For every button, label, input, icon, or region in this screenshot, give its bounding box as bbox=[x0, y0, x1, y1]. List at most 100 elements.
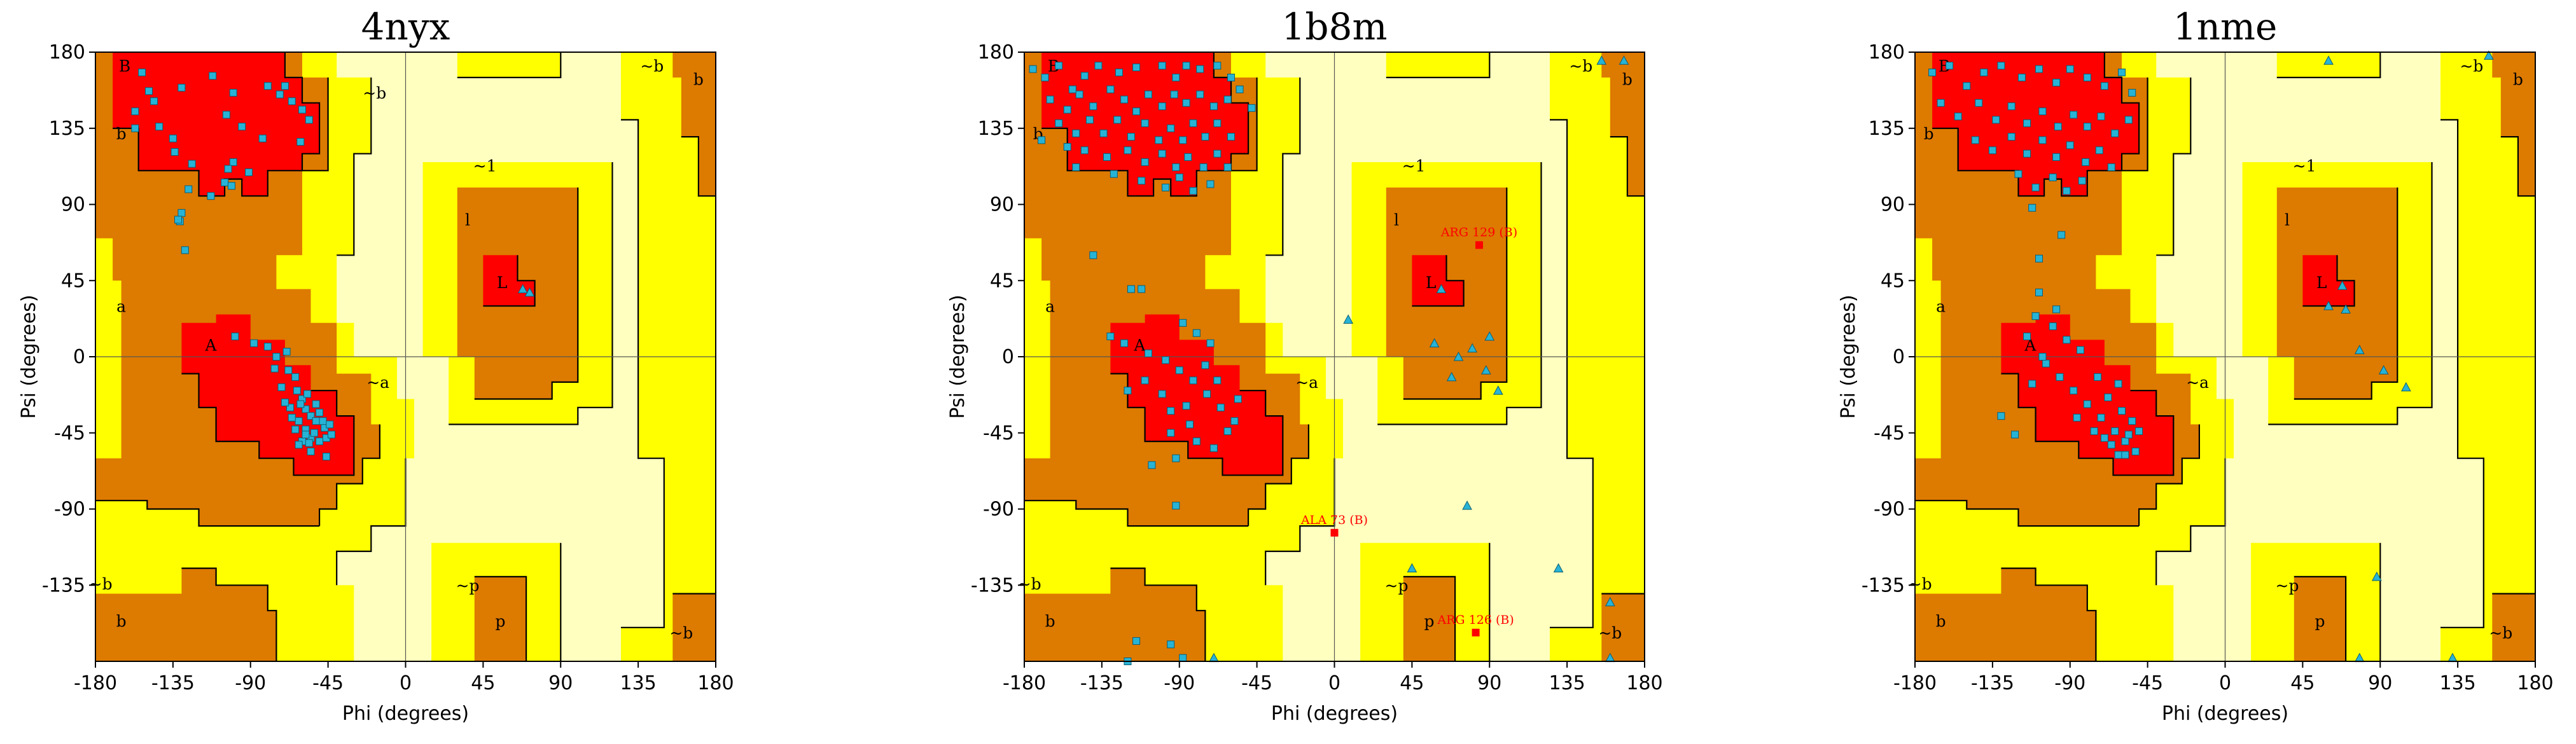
residue-point bbox=[277, 383, 286, 391]
residue-point bbox=[307, 412, 315, 420]
region-label: ~a bbox=[2186, 373, 2209, 392]
x-tick-label: -135 bbox=[1971, 672, 2014, 694]
residue-point bbox=[2118, 68, 2126, 76]
y-tick-label: 135 bbox=[49, 118, 85, 140]
residue-point bbox=[1089, 251, 1097, 259]
region-label: A bbox=[2024, 336, 2036, 355]
outlier-label: ARG 126 (B) bbox=[1437, 613, 1514, 627]
residue-point bbox=[2107, 441, 2115, 449]
residue-point bbox=[1113, 116, 1122, 124]
residue-point bbox=[291, 373, 300, 381]
residue-point bbox=[2124, 431, 2133, 439]
region-edge-12 bbox=[474, 575, 527, 661]
residue-point bbox=[1175, 366, 1183, 375]
y-tick-label: 135 bbox=[978, 118, 1014, 140]
residue-point bbox=[1209, 444, 1218, 452]
chart-panel-1: Bb ~b ~b b ~1 l La A ~a ~b b ~p p ~b -180 -135 -90 -45 0 45… bbox=[18, 5, 734, 725]
allowed-region-5 bbox=[474, 576, 527, 661]
residue-point bbox=[2054, 123, 2062, 131]
y-tick-label: 0 bbox=[1893, 346, 1905, 368]
residue-point bbox=[1213, 149, 1222, 158]
residue-point bbox=[1223, 427, 1232, 436]
allowed-region-6 bbox=[2492, 593, 2535, 661]
glycine-point bbox=[2323, 301, 2334, 310]
residue-point bbox=[2128, 417, 2136, 425]
residue-point bbox=[1179, 136, 1187, 144]
region-edge-14 bbox=[2276, 52, 2381, 79]
y-axis-label: Psi (degrees) bbox=[947, 294, 969, 418]
residue-point bbox=[1946, 62, 1954, 70]
residue-point bbox=[1158, 102, 1166, 111]
residue-point bbox=[2107, 163, 2115, 171]
x-tick-label: 0 bbox=[1328, 672, 1340, 694]
glycine-point bbox=[2341, 304, 2351, 313]
residue-point bbox=[1201, 133, 1209, 141]
residue-point bbox=[178, 83, 186, 92]
region-edge-15 bbox=[2500, 136, 2535, 197]
residue-point bbox=[288, 413, 296, 422]
y-tick-label: 180 bbox=[978, 41, 1014, 64]
region-edge-14 bbox=[1386, 52, 1491, 79]
residue-point bbox=[2114, 451, 2122, 459]
residue-point bbox=[171, 148, 179, 156]
residue-point bbox=[1138, 177, 1146, 185]
allowed-region-4 bbox=[1024, 568, 1206, 661]
residue-point bbox=[1997, 62, 2005, 70]
residue-point bbox=[1080, 72, 1089, 80]
residue-point bbox=[188, 160, 196, 168]
glycine-point bbox=[1484, 331, 1495, 341]
region-edge-3 bbox=[1024, 500, 1249, 527]
y-tick-label: 135 bbox=[1869, 118, 1905, 140]
residue-point bbox=[222, 111, 230, 119]
residue-point bbox=[310, 429, 318, 437]
region-label: L bbox=[2316, 273, 2327, 292]
residue-point bbox=[2035, 288, 2043, 296]
residue-point bbox=[1167, 640, 1175, 649]
region-label: b bbox=[116, 612, 127, 630]
x-tick-label: -135 bbox=[1080, 672, 1124, 694]
residue-point bbox=[1068, 85, 1076, 93]
residue-point bbox=[326, 420, 334, 429]
residue-point bbox=[1992, 116, 2000, 124]
region-label: a bbox=[1045, 297, 1055, 315]
residue-point bbox=[2083, 73, 2091, 81]
region-label: ~b bbox=[2460, 57, 2483, 75]
glycine-point bbox=[1453, 351, 1464, 361]
region-edge-15 bbox=[1610, 136, 1645, 197]
region-edge-12 bbox=[2294, 575, 2347, 661]
residue-point bbox=[319, 417, 327, 425]
region-edge-8 bbox=[1403, 187, 1508, 400]
region-edge-16 bbox=[2440, 119, 2484, 628]
region-label: L bbox=[497, 273, 508, 292]
residue-point bbox=[2014, 170, 2023, 178]
residue-point bbox=[1124, 387, 1132, 395]
residue-point bbox=[1132, 63, 1141, 71]
residue-point bbox=[2038, 353, 2047, 361]
outlier-label: ALA 73 (B) bbox=[1300, 513, 1368, 527]
residue-point bbox=[1216, 403, 1225, 411]
residue-point bbox=[2097, 113, 2105, 121]
residue-point bbox=[1046, 95, 1054, 104]
residue-point bbox=[2094, 373, 2102, 381]
region-label: ~b bbox=[669, 624, 693, 642]
residue-point bbox=[291, 425, 300, 434]
residue-point bbox=[2049, 173, 2057, 181]
residue-point bbox=[302, 431, 310, 439]
outlier-point bbox=[1330, 528, 1339, 537]
x-tick-label: -180 bbox=[1003, 672, 1046, 694]
core-region-2 bbox=[1110, 314, 1283, 476]
residue-point bbox=[1179, 654, 1187, 662]
x-tick-label: 90 bbox=[1477, 672, 1501, 694]
residue-point bbox=[2128, 88, 2136, 97]
glycine-point bbox=[1553, 563, 1564, 573]
region-edge-16 bbox=[621, 119, 665, 628]
region-edge-8 bbox=[474, 187, 579, 400]
residue-point bbox=[1963, 82, 1971, 90]
residue-point bbox=[2121, 451, 2129, 459]
residue-point bbox=[2097, 413, 2105, 422]
residue-point bbox=[1075, 90, 1083, 99]
residue-point bbox=[1172, 502, 1180, 510]
x-tick-label: 180 bbox=[1626, 672, 1662, 694]
residue-point bbox=[2070, 387, 2078, 395]
y-tick-label: 0 bbox=[73, 346, 85, 368]
